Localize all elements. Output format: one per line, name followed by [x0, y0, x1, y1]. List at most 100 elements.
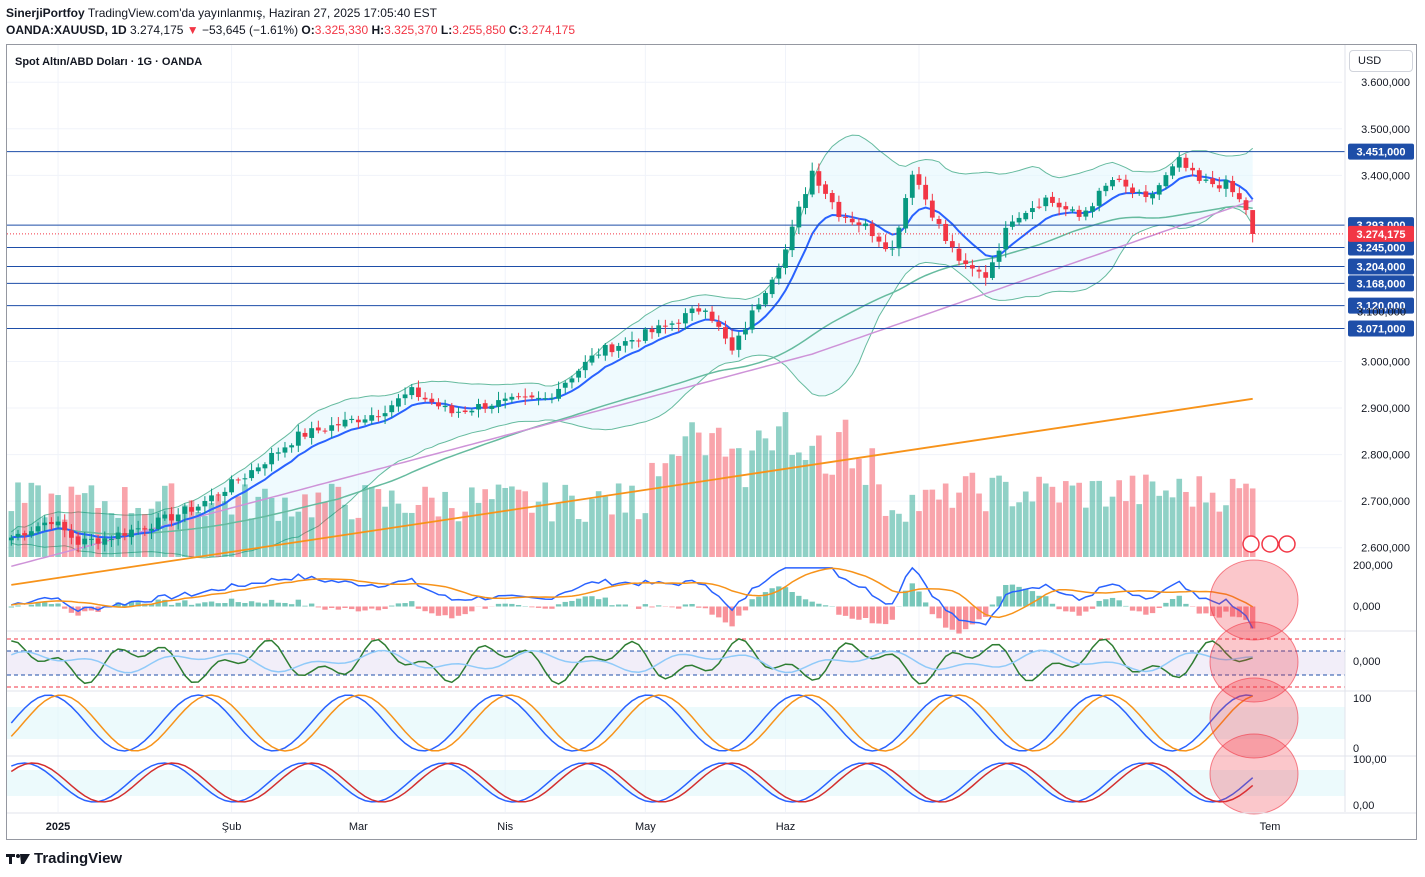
macd-histogram-bar — [595, 599, 602, 607]
candle-body — [1236, 193, 1242, 200]
candle-body — [963, 260, 969, 265]
candle-body — [22, 533, 28, 536]
level-tag-label: 3.168,000 — [1357, 278, 1406, 290]
candle-body — [989, 262, 995, 278]
volume-bar — [1056, 502, 1062, 557]
volume-bar — [375, 489, 382, 557]
candle-body — [496, 400, 501, 407]
macd-histogram-bar — [1163, 602, 1169, 607]
volume-bar — [402, 512, 408, 557]
cci-smooth-line — [11, 649, 1253, 674]
level-tag — [1348, 275, 1414, 292]
macd-histogram-bar — [188, 604, 195, 607]
volume-bar — [15, 482, 21, 557]
volume-bar — [729, 448, 735, 557]
volume-bar — [328, 483, 335, 557]
candle-body — [909, 174, 915, 198]
macd-histogram-bar — [302, 605, 308, 607]
macd-histogram-bar — [1196, 606, 1202, 614]
candle-body — [796, 206, 802, 228]
candle-body — [1056, 202, 1062, 208]
candle-body — [189, 507, 194, 512]
candle-body — [355, 419, 361, 423]
macd-histogram-bar — [402, 603, 408, 607]
macd-histogram-bar — [836, 606, 842, 615]
volume-bar — [842, 419, 849, 557]
candle-body — [209, 495, 214, 502]
macd-histogram-bar — [756, 596, 762, 607]
macd-histogram-bar — [696, 606, 702, 608]
volume-bar — [602, 496, 609, 557]
volume-bar — [609, 514, 615, 557]
footer-brand-text: TradingView — [34, 850, 123, 867]
volume-bar — [962, 476, 969, 557]
candle-body — [1016, 217, 1022, 223]
volume-bar — [1143, 474, 1149, 557]
macd-histogram-bar — [976, 606, 982, 620]
chart-frame[interactable] — [6, 44, 1417, 840]
candle-body — [122, 533, 128, 536]
volume-bar — [202, 516, 208, 557]
stochrsi-d-line — [10, 762, 1254, 803]
macd-histogram-bar — [983, 606, 989, 617]
volume-bar — [1249, 488, 1256, 557]
open-label: O: — [301, 23, 315, 37]
candle-body — [769, 279, 775, 295]
macd-histogram-bar — [469, 606, 475, 612]
volume-bar — [108, 513, 115, 557]
price-tick-label: 2.800,000 — [1361, 450, 1410, 462]
macd-histogram-bar — [1209, 606, 1216, 617]
macd-histogram-bar — [389, 605, 395, 607]
volume-bar — [322, 502, 328, 557]
candle-body — [269, 452, 275, 465]
volume-bar — [989, 477, 996, 557]
macd-histogram-bar — [495, 603, 502, 607]
volume-bar — [469, 487, 475, 557]
volume-bar — [1036, 476, 1042, 557]
macd-histogram-bar — [195, 603, 201, 607]
volume-bar — [802, 459, 809, 557]
macd-histogram-bar — [335, 606, 342, 610]
macd-histogram-bar — [88, 606, 95, 611]
volume-bar — [35, 485, 41, 557]
macd-histogram-bar — [215, 603, 221, 607]
candles — [8, 151, 1296, 553]
macd-histogram-bar — [262, 603, 268, 607]
candle-body — [375, 416, 381, 418]
volume-bar — [515, 489, 522, 557]
open-value: 3.325,330 — [314, 23, 369, 37]
macd-histogram-bar — [963, 606, 969, 630]
volume-bar — [428, 497, 435, 557]
volume-bar — [121, 487, 128, 557]
highlight-circle — [1209, 733, 1299, 815]
volume-bar — [1049, 486, 1056, 557]
candle-body — [1103, 185, 1109, 192]
candle-body — [396, 398, 401, 407]
candle-body — [896, 227, 902, 249]
candle-body — [422, 397, 428, 400]
candle-body — [1203, 179, 1209, 181]
macd-histogram-bar — [802, 599, 809, 607]
price-axis: 3.451,0003.293,0003.245,0003.204,0003.16… — [1344, 45, 1414, 812]
low-value: 3.255,850 — [452, 23, 506, 37]
indicator-tick-label: 200,000 — [1353, 560, 1393, 572]
sma-200-line — [11, 397, 1253, 586]
candle-body — [949, 241, 955, 248]
volume-bar — [8, 511, 15, 557]
volume-bar — [275, 520, 282, 557]
candle-body — [115, 532, 121, 539]
candle-body — [1196, 170, 1202, 181]
volume-bar — [1029, 501, 1036, 557]
stoch-k-line — [10, 694, 1253, 752]
currency-button[interactable]: USD — [1349, 50, 1413, 72]
volume-bar — [589, 498, 595, 557]
candle-body — [489, 405, 495, 409]
volume-bar — [1236, 488, 1243, 557]
candle-body — [562, 382, 568, 388]
candle-body — [836, 201, 842, 218]
level-tag-label: 3.451,000 — [1357, 147, 1406, 159]
macd-histogram-bar — [1116, 600, 1122, 607]
macd-histogram-bar — [68, 606, 75, 613]
volume-bar — [1002, 481, 1009, 557]
